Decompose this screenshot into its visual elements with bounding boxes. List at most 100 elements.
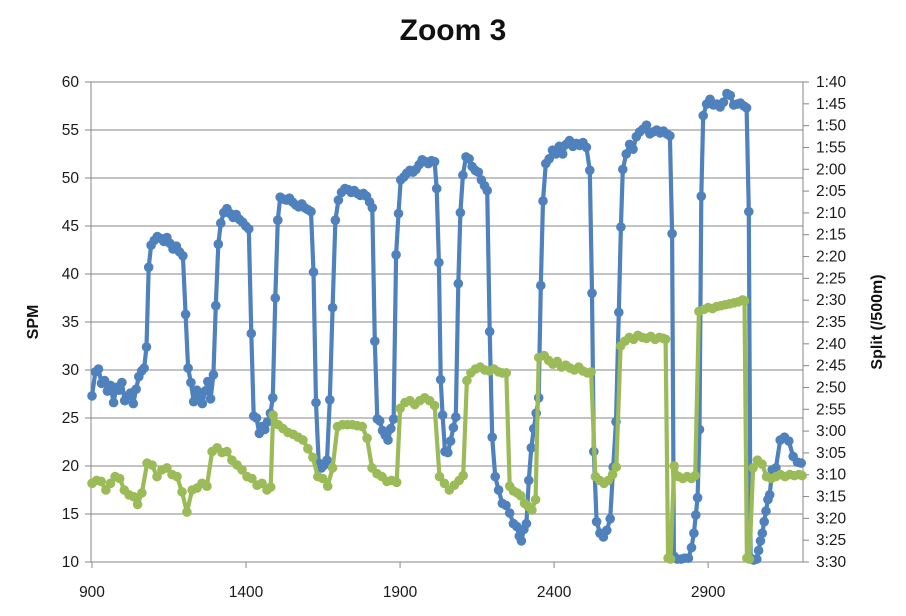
blue-series-point: [725, 90, 736, 101]
left-axis-tick-label: 45: [62, 218, 79, 235]
blue-series-point: [628, 144, 638, 154]
blue-series-point: [692, 492, 703, 503]
green-series-point: [748, 463, 758, 473]
blue-series-point: [437, 410, 448, 420]
blue-series-point: [374, 416, 385, 426]
blue-series-point: [759, 516, 769, 527]
left-axis-tick-label: 10: [62, 554, 80, 571]
green-series-point: [182, 507, 192, 517]
blue-series-point: [521, 518, 532, 529]
blue-series-point: [216, 218, 226, 228]
green-series-point: [105, 478, 116, 489]
blue-series-point: [213, 239, 224, 249]
right-axis-tick-label: 2:20: [816, 249, 847, 266]
blue-series-point: [453, 278, 464, 289]
blue-series-point: [516, 536, 527, 546]
right-axis-tick-label: 3:25: [816, 532, 846, 549]
left-axis-tick-label: 25: [62, 410, 79, 427]
blue-series-point: [683, 553, 694, 563]
right-axis-tick-label: 1:55: [816, 139, 846, 156]
blue-series-point: [333, 195, 344, 205]
blue-series-point: [538, 196, 548, 206]
right-axis-tick-label: 3:05: [816, 445, 846, 462]
blue-series-point: [764, 490, 775, 500]
blue-series-point: [618, 164, 628, 175]
blue-series-point: [665, 131, 675, 141]
blue-series-point: [536, 280, 546, 291]
green-series-point: [391, 477, 402, 488]
blue-series-point: [621, 149, 631, 159]
blue-series-point: [117, 377, 127, 388]
left-axis-tick-label: 60: [62, 74, 80, 91]
green-series-point: [257, 478, 267, 489]
blue-series-point: [273, 215, 283, 225]
blue-series-point: [761, 506, 771, 516]
blue-series-point: [616, 222, 626, 232]
right-axis-tick-label: 2:25: [816, 270, 846, 287]
blue-series-point: [451, 412, 461, 422]
blue-series-point: [262, 417, 273, 427]
blue-series-point: [482, 185, 493, 196]
blue-series-point: [591, 516, 602, 527]
green-series-point: [202, 481, 212, 492]
left-axis-title: SPM: [25, 304, 42, 340]
blue-series-point: [493, 485, 504, 495]
blue-series-point: [388, 414, 399, 424]
green-series-point: [247, 473, 257, 484]
green-series-point: [439, 478, 450, 489]
blue-series-point: [114, 385, 124, 396]
blue-series-point: [551, 149, 561, 159]
blue-series-point: [383, 435, 393, 445]
green-series-point: [607, 469, 618, 480]
green-series-point: [739, 296, 750, 306]
right-axis-tick-label: 2:55: [816, 401, 846, 418]
blue-series-point: [268, 393, 278, 403]
green-series-point: [327, 463, 338, 473]
green-series-point: [222, 446, 232, 457]
blue-series-point: [667, 228, 677, 239]
green-series-point: [665, 554, 676, 564]
green-series-point: [298, 435, 308, 445]
blue-series-point: [200, 386, 210, 396]
green-series-point: [265, 482, 276, 492]
blue-series-point: [473, 167, 484, 177]
blue-series-point: [208, 370, 219, 380]
green-series-point: [516, 491, 526, 501]
right-axis-tick-label: 2:10: [816, 205, 847, 222]
blue-series-point: [753, 545, 764, 556]
blue-series-point: [689, 528, 699, 538]
blue-series-point: [325, 395, 335, 405]
blue-series-point: [180, 309, 191, 320]
blue-series-point: [429, 156, 440, 167]
blue-series-point: [322, 455, 332, 466]
right-axis-tick-label: 2:35: [816, 314, 846, 331]
blue-series-point: [696, 191, 707, 201]
blue-series-point: [581, 142, 592, 153]
blue-series-point: [311, 397, 321, 408]
blue-series-point: [718, 97, 729, 107]
green-series-point: [357, 421, 368, 432]
blue-series-point: [330, 215, 341, 225]
left-axis-tick-label: 20: [62, 458, 80, 475]
green-series-point: [530, 494, 541, 505]
right-axis-tick-label: 2:40: [816, 336, 847, 353]
blue-series-point: [139, 363, 149, 373]
blue-series-point: [128, 398, 139, 409]
green-series-point: [303, 443, 313, 454]
green-series-point: [322, 481, 333, 492]
green-series-point: [501, 368, 512, 378]
blue-series-point: [188, 396, 199, 407]
blue-series-point: [435, 374, 446, 385]
right-axis-tick-label: 2:05: [816, 183, 846, 200]
blue-series-point: [205, 394, 216, 404]
blue-series-point: [178, 251, 188, 261]
green-series-point: [162, 463, 172, 473]
blue-series-point: [504, 508, 515, 518]
right-axis-tick-label: 2:45: [816, 358, 846, 375]
blue-series-point: [602, 525, 612, 536]
right-axis-tick-label: 1:45: [816, 96, 846, 113]
green-series-point: [462, 375, 472, 386]
blue-series-point: [587, 288, 597, 299]
blue-series-point: [614, 307, 624, 318]
green-series-point: [757, 459, 767, 469]
